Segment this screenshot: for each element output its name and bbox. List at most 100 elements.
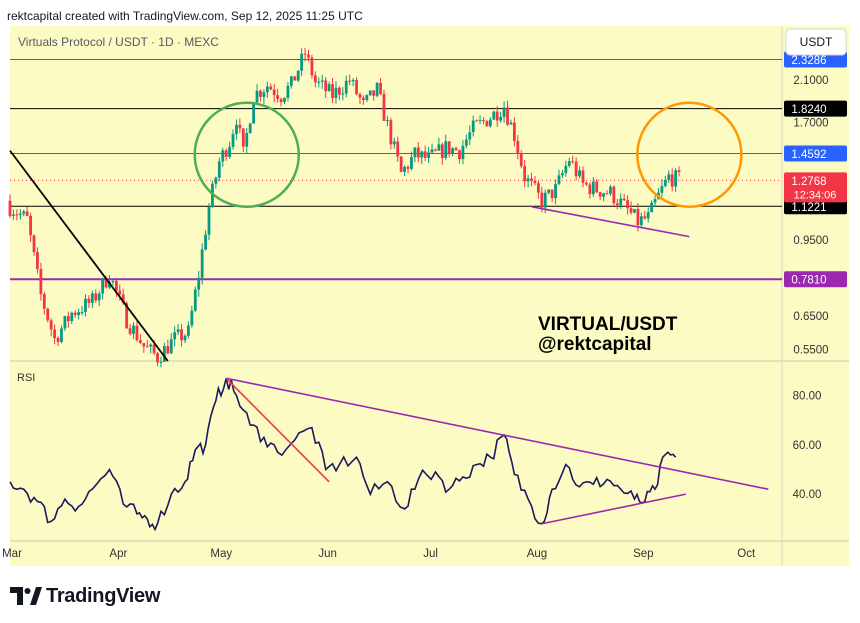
candle-body <box>636 209 640 226</box>
candle-body <box>307 54 310 58</box>
candle-body <box>262 92 266 97</box>
candle-body <box>509 122 513 125</box>
currency-button[interactable]: USDT <box>785 28 847 56</box>
candle-body <box>368 90 372 96</box>
candle-body <box>296 70 300 81</box>
level-price-badge-label: 1.8240 <box>791 104 826 116</box>
candle-body <box>63 316 67 329</box>
candle-body <box>413 147 417 158</box>
candle-body <box>32 235 36 253</box>
candle-body <box>334 87 338 99</box>
candle-body <box>269 86 273 90</box>
candle-body <box>403 166 406 172</box>
rsi-line <box>9 378 677 532</box>
candle-body <box>605 193 609 195</box>
candle-body <box>365 95 369 100</box>
candle-body <box>8 200 12 216</box>
candle-body <box>399 156 403 172</box>
candle-body <box>663 179 667 186</box>
candle-body <box>310 57 314 76</box>
time-axis-label: Aug <box>527 548 547 560</box>
candle-body <box>440 144 444 158</box>
level-price-badge-label: 1.1221 <box>791 202 826 214</box>
candle-body <box>567 161 571 166</box>
candle-body <box>468 132 472 140</box>
candle-body <box>217 161 221 178</box>
candle-body <box>303 53 307 55</box>
level-price-badge-label: 2.3286 <box>791 55 826 67</box>
candle-body <box>588 184 592 195</box>
time-axis-label: Oct <box>737 548 756 560</box>
candle-body <box>612 186 616 204</box>
price-tick-label: 0.9500 <box>793 235 828 247</box>
candle-body <box>12 214 15 216</box>
candle-body <box>159 361 163 363</box>
candle-body <box>90 293 94 303</box>
breakout-circle <box>193 101 300 208</box>
candle-body <box>138 340 142 344</box>
price-tick-label: 1.7000 <box>793 118 828 130</box>
candle-body <box>166 346 170 354</box>
candle-body <box>176 329 180 333</box>
current-price-badge <box>784 172 847 203</box>
candle-body <box>416 147 420 158</box>
candle-body <box>283 97 286 103</box>
candle-body <box>526 178 530 182</box>
candle-body <box>169 339 173 354</box>
candle-body <box>646 212 650 219</box>
candle-body <box>56 338 60 342</box>
candle-body <box>221 150 225 162</box>
candle-body <box>410 157 413 169</box>
candle-body <box>512 122 516 141</box>
candle-body <box>444 141 448 158</box>
candle-body <box>200 249 204 278</box>
candle-body <box>235 124 238 134</box>
candle-body <box>197 277 201 290</box>
candle-body <box>255 90 259 103</box>
candle-body <box>29 215 32 236</box>
candle-body <box>145 346 149 348</box>
candle-body <box>540 192 544 208</box>
candle-body <box>471 120 475 133</box>
candle-body <box>643 216 647 219</box>
candle-body <box>519 153 523 167</box>
candle-body <box>252 102 256 124</box>
candle-body <box>70 312 74 322</box>
candle-body <box>337 87 341 95</box>
rsi-tick-label: 80.00 <box>793 391 822 403</box>
time-axis-label: Jun <box>318 548 337 560</box>
candle-body <box>622 198 626 201</box>
candle-body <box>591 181 595 195</box>
candle-body <box>152 344 156 354</box>
candle-body <box>207 206 211 235</box>
candle-body <box>554 183 557 199</box>
candle-body <box>461 145 465 160</box>
candle-body <box>629 208 633 213</box>
candle-body <box>49 320 53 330</box>
level-price-badge <box>784 100 847 117</box>
chart-title: Virtuals Protocol / USDT · 1D · MEXC <box>18 35 219 49</box>
candle-body <box>547 189 551 193</box>
candle-body <box>18 213 22 215</box>
candle-body <box>36 252 39 270</box>
level-price-badge <box>784 145 847 162</box>
candle-body <box>101 278 105 294</box>
candle-body <box>550 189 554 199</box>
level-price-badge-label: 0.7810 <box>791 275 826 287</box>
candle-body <box>344 80 348 94</box>
time-axis-label: Mar <box>2 548 22 560</box>
candle-body <box>265 86 269 93</box>
candle-body <box>351 79 355 82</box>
candle-body <box>485 120 489 127</box>
candle-body <box>533 180 537 184</box>
candle-body <box>135 325 139 341</box>
candle-body <box>427 152 430 158</box>
tradingview-logo-icon <box>10 587 42 605</box>
candle-body <box>362 97 365 100</box>
candle-body <box>581 170 585 183</box>
candle-body <box>660 185 664 193</box>
candle-body <box>293 76 297 81</box>
annotation-author: @rektcapital <box>538 334 652 355</box>
candle-body <box>571 161 575 163</box>
